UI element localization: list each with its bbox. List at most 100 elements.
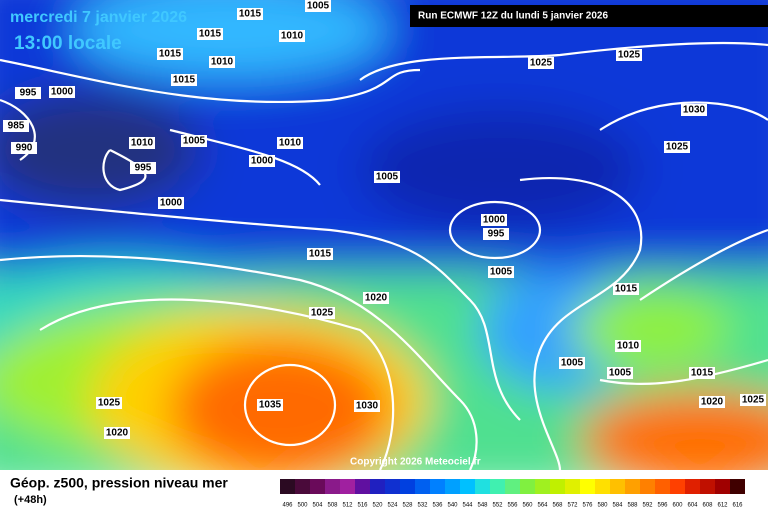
label-backdrop	[157, 48, 183, 60]
forecast-time: 13:00 locale	[14, 33, 122, 54]
label-backdrop	[237, 8, 263, 20]
label-backdrop	[181, 135, 207, 147]
copyright: Copyright 2026 Meteociel.fr	[350, 457, 481, 468]
label-backdrop	[277, 137, 303, 149]
isobar-label: 1000	[483, 215, 506, 226]
isobar-label: 1025	[618, 50, 641, 61]
scale-swatch	[610, 479, 625, 494]
scale-swatch	[310, 479, 325, 494]
scale-label: 556	[507, 503, 518, 509]
scale-label: 568	[552, 503, 563, 509]
scale-swatch	[535, 479, 550, 494]
scale-swatch	[430, 479, 445, 494]
scale-swatch	[685, 479, 700, 494]
forecast-date: mercredi 7 janvier 2026	[10, 9, 187, 26]
isobar-label: 1025	[742, 395, 765, 406]
scale-label: 508	[327, 503, 338, 509]
isobar-label: 990	[16, 143, 33, 154]
scale-swatch	[355, 479, 370, 494]
isobar-label: 1025	[98, 398, 121, 409]
isobar-label: 1015	[159, 49, 182, 60]
isobar-label: 1015	[691, 368, 714, 379]
scale-label: 588	[627, 503, 638, 509]
footer-title: Géop. z500, pression niveau mer	[10, 475, 228, 491]
isobar-label: 1015	[173, 75, 196, 86]
scale-label: 500	[297, 503, 308, 509]
isobar-label: 1015	[309, 249, 332, 260]
scale-swatch	[550, 479, 565, 494]
scale-swatch	[415, 479, 430, 494]
isobar-label: 1025	[666, 142, 689, 153]
run-info: Run ECMWF 12Z du lundi 5 janvier 2026	[418, 11, 608, 22]
scale-label: 516	[357, 503, 368, 509]
isobar-label: 1000	[51, 87, 74, 98]
scale-label: 520	[372, 503, 383, 509]
label-backdrop	[607, 367, 633, 379]
isobar-label: 1005	[561, 358, 584, 369]
isobars	[0, 41, 768, 471]
label-backdrop	[483, 228, 509, 240]
scale-swatch	[340, 479, 355, 494]
isobar-label: 1020	[701, 397, 724, 408]
isobar-label: 1025	[311, 308, 334, 319]
isobar-label: 1035	[259, 400, 282, 411]
scale-swatch	[295, 479, 310, 494]
scale-label: 564	[537, 503, 548, 509]
lead-time: (+48h)	[14, 494, 47, 506]
scale-swatch	[475, 479, 490, 494]
label-backdrop	[279, 30, 305, 42]
scale-label: 540	[447, 503, 458, 509]
label-backdrop	[257, 399, 283, 411]
label-backdrop	[130, 162, 156, 174]
scale-label: 560	[522, 503, 533, 509]
isobar-label: 1005	[376, 172, 399, 183]
scale-swatch	[445, 479, 460, 494]
label-backdrop	[681, 104, 707, 116]
scale-label: 576	[582, 503, 593, 509]
scale-label: 592	[642, 503, 653, 509]
label-backdrop	[3, 120, 29, 132]
isobar-label: 1030	[683, 105, 706, 116]
label-backdrop	[15, 87, 41, 99]
label-backdrop	[616, 49, 642, 61]
label-backdrop	[559, 357, 585, 369]
label-backdrop	[615, 340, 641, 352]
isobar-label: 1010	[211, 57, 234, 68]
label-backdrop	[488, 266, 514, 278]
isobar-label: 1005	[490, 267, 513, 278]
label-backdrop	[699, 396, 725, 408]
isobar-label: 1015	[199, 29, 222, 40]
scale-swatch	[580, 479, 595, 494]
label-backdrop	[96, 397, 122, 409]
label-backdrop	[363, 292, 389, 304]
label-backdrop	[613, 283, 639, 295]
isobar-label: 1005	[307, 1, 330, 12]
label-backdrop	[104, 427, 130, 439]
isobar-labels: 1005 1015 1015 1010 1015 1010 1015 995 1000 985 99…	[3, 0, 766, 439]
scale-swatch	[715, 479, 730, 494]
scale-swatch	[655, 479, 670, 494]
label-backdrop	[740, 394, 766, 406]
scale-swatch	[565, 479, 580, 494]
label-backdrop	[171, 74, 197, 86]
label-backdrop	[481, 214, 507, 226]
scale-swatch	[640, 479, 655, 494]
scale-label: 528	[402, 503, 413, 509]
isobar-label: 1000	[160, 198, 183, 209]
scale-swatch	[670, 479, 685, 494]
isobar-label: 1005	[609, 368, 632, 379]
label-backdrop	[528, 57, 554, 69]
isobar-label: 1020	[365, 293, 388, 304]
isobar-label: 1030	[356, 401, 379, 412]
label-backdrop	[374, 171, 400, 183]
scale-label: 612	[717, 503, 728, 509]
color-scale: 496 500 504 508 512 516 520 524 528 532 536 540 544 5…	[280, 479, 745, 509]
label-backdrop	[11, 142, 37, 154]
label-backdrop	[197, 28, 223, 40]
scale-label: 536	[432, 503, 443, 509]
scale-label: 532	[417, 503, 428, 509]
scale-swatch	[520, 479, 535, 494]
isobar-label: 1010	[281, 31, 304, 42]
scale-swatch	[370, 479, 385, 494]
